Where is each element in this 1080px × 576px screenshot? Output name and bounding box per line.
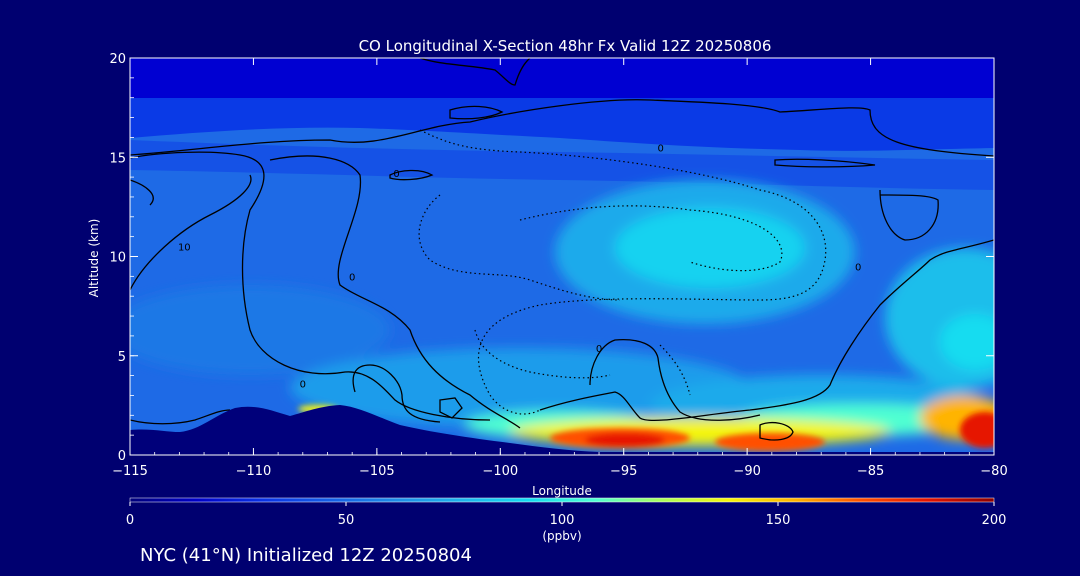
- contour-lines-dotted: [418, 129, 827, 415]
- colorbar-gradient: [129, 497, 995, 503]
- field-west-band: [130, 285, 390, 375]
- contour-label: 10: [178, 243, 191, 254]
- y-axis: 0 5 10 15 20: [109, 52, 994, 464]
- field-east-core: [940, 314, 994, 370]
- contour-label: 0: [855, 262, 861, 273]
- x-axis: −115 −110 −105 −100 −95 −90 −85 −80: [112, 58, 1008, 479]
- field-red-core: [585, 433, 665, 447]
- contour-labels: 0 0 0 0 10 0 0: [178, 143, 861, 390]
- field-cyan-core: [615, 208, 805, 288]
- x-tick-label: −80: [980, 464, 1007, 479]
- contour-lines-solid: [130, 58, 994, 441]
- contour-label: 0: [393, 169, 399, 180]
- y-tick-label: 5: [118, 350, 126, 365]
- field-orange-2: [715, 433, 825, 451]
- x-tick-label: −115: [112, 464, 148, 479]
- field-stratosphere: [130, 58, 994, 98]
- contour-label: 0: [658, 143, 664, 154]
- x-tick-label: −105: [359, 464, 395, 479]
- colorbar-tick-label: 100: [550, 513, 575, 528]
- y-tick-label: 20: [109, 52, 126, 67]
- y-axis-label: Altitude (km): [87, 219, 101, 298]
- contour-label: 0: [300, 380, 306, 391]
- field-red-east: [960, 412, 994, 448]
- contour-label: 0: [349, 272, 355, 283]
- x-tick-label: −90: [733, 464, 760, 479]
- x-tick-label: −100: [482, 464, 518, 479]
- terrain: [130, 405, 994, 455]
- colorbar-ticks: 0 50 100 150 200: [126, 502, 1007, 528]
- y-tick-label: 0: [118, 449, 126, 464]
- y-tick-label: 10: [109, 251, 126, 266]
- plot-area: 0 0 0 0 10 0 0: [130, 58, 994, 455]
- footer-caption: NYC (41°N) Initialized 12Z 20250804: [140, 545, 472, 566]
- colorbar-tick-label: 0: [126, 513, 134, 528]
- x-axis-label: Longitude: [532, 484, 592, 498]
- contour-label: 0: [596, 344, 602, 355]
- colorbar-tick-label: 150: [766, 513, 791, 528]
- x-tick-label: −85: [857, 464, 884, 479]
- x-tick-label: −95: [610, 464, 637, 479]
- chart-title: CO Longitudinal X-Section 48hr Fx Valid …: [359, 37, 772, 55]
- colorbar-tick-label: 50: [338, 513, 355, 528]
- colorbar-tick-label: 200: [982, 513, 1007, 528]
- colorbar-unit-label: (ppbv): [542, 529, 581, 543]
- field-mid-dark: [130, 140, 994, 190]
- y-tick-label: 15: [109, 151, 126, 166]
- x-tick-label: −110: [236, 464, 272, 479]
- colorbar: 0 50 100 150 200 (ppbv): [126, 497, 1007, 543]
